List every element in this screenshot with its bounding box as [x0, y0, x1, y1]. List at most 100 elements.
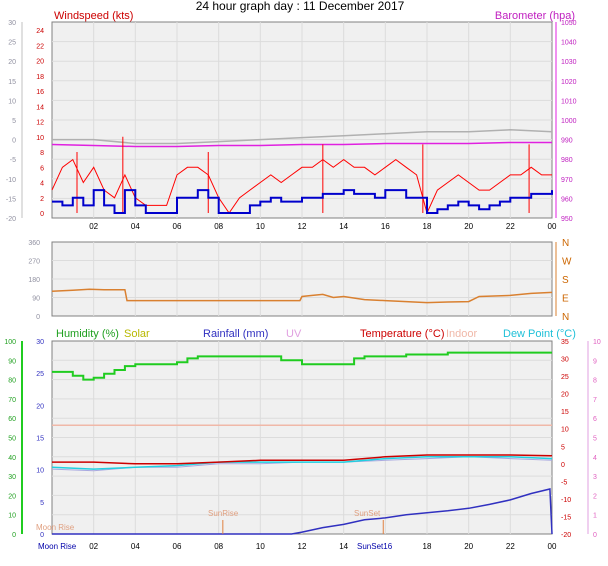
- wind-inner-tick-label: 24: [36, 28, 44, 35]
- wind-panel-x-tick-label: 08: [214, 222, 223, 231]
- series-rainfall-line: [52, 488, 553, 535]
- rainfall-tick-label: 30: [36, 339, 44, 346]
- wind-inner-tick-label: 14: [36, 104, 44, 111]
- windspeed-axis-label: Windspeed (kts): [54, 10, 133, 22]
- barometer-tick-label: 950: [561, 216, 573, 223]
- uv-tick-label: 2: [593, 493, 597, 500]
- wind-panel-x-tick-label: 16: [381, 222, 390, 231]
- rainfall-tick-label: 0: [40, 532, 44, 539]
- sunset-bottom-label: SunSet16: [357, 542, 393, 551]
- series-barometer-line: [51, 141, 552, 148]
- wind-inner-tick-label: 2: [40, 196, 44, 203]
- rainfall-tick-label: 15: [36, 436, 44, 443]
- sunset-label: SunSet: [354, 509, 381, 518]
- rainfall-tick-label: 20: [36, 403, 44, 410]
- wind-inner-tick-label: 4: [40, 181, 44, 188]
- series-dew-point-line: [51, 456, 553, 470]
- temperature-tick-label: -5: [561, 479, 567, 486]
- wind-panel-x-tick-label: 14: [339, 222, 348, 231]
- humidity-tick-label: 40: [8, 455, 16, 462]
- temperature-axis-label: Temperature (°C): [360, 328, 444, 340]
- wind-outer-tick-label: 10: [8, 98, 16, 105]
- wind-inner-tick-label: 20: [36, 59, 44, 66]
- barometer-tick-label: 980: [561, 157, 573, 164]
- uv-tick-label: 9: [593, 358, 597, 365]
- temperature-tick-label: 35: [561, 339, 569, 346]
- barometer-tick-label: 990: [561, 138, 573, 145]
- wind-inner-tick-label: 18: [36, 74, 44, 81]
- wind-panel-x-tick-label: 06: [173, 222, 182, 231]
- barometer-tick-label: 1010: [561, 98, 577, 105]
- temperature-tick-label: 10: [561, 427, 569, 434]
- temperature-tick-label: 5: [561, 444, 565, 451]
- uv-tick-label: 1: [593, 513, 597, 520]
- temperature-tick-label: -20: [561, 532, 571, 539]
- wind-outer-tick-label: -5: [10, 157, 16, 164]
- humidity-tick-label: 90: [8, 358, 16, 365]
- climate-panel-x-tick-label: 08: [214, 542, 223, 551]
- climate-panel-x-tick-label: 12: [298, 542, 307, 551]
- series-grey-line: [52, 129, 553, 145]
- series-temperature-line: [52, 454, 553, 465]
- direction-degree-tick-label: 90: [32, 296, 40, 303]
- wind-panel-x-tick-label: 22: [506, 222, 515, 231]
- temperature-tick-label: 30: [561, 357, 569, 364]
- graph-title: 24 hour graph day : 11 December 2017: [196, 0, 405, 13]
- direction-compass-tick-label: N: [562, 238, 569, 249]
- barometer-tick-label: 1040: [561, 40, 577, 47]
- wind-outer-tick-label: 15: [8, 79, 16, 86]
- solar-axis-label: Solar: [124, 328, 150, 340]
- climate-panel-x-tick-label: 18: [423, 542, 432, 551]
- climate-panel-x-tick-label: 06: [173, 542, 182, 551]
- wind-outer-tick-label: 25: [8, 40, 16, 47]
- humidity-tick-label: 10: [8, 513, 16, 520]
- wind-inner-tick-label: 16: [36, 89, 44, 96]
- humidity-tick-label: 0: [12, 532, 16, 539]
- humidity-tick-label: 70: [8, 397, 16, 404]
- humidity-tick-label: 30: [8, 474, 16, 481]
- direction-compass-tick-label: W: [562, 257, 572, 268]
- barometer-tick-label: 1030: [561, 59, 577, 66]
- wind-panel-x-tick-label: 20: [464, 222, 473, 231]
- rainfall-axis-label: Rainfall (mm): [203, 328, 268, 340]
- wind-inner-tick-label: 22: [36, 43, 44, 50]
- direction-compass-tick-label: E: [562, 294, 569, 305]
- wind-outer-tick-label: 20: [8, 59, 16, 66]
- temperature-tick-label: 25: [561, 374, 569, 381]
- wind-inner-tick-label: 0: [40, 211, 44, 218]
- wind-outer-tick-label: -10: [6, 177, 16, 184]
- indoor-axis-label: Indoor: [446, 328, 478, 340]
- humidity-axis-label: Humidity (%): [56, 328, 119, 340]
- wind-panel-x-tick-label: 02: [89, 222, 98, 231]
- barometer-tick-label: 960: [561, 196, 573, 203]
- humidity-tick-label: 100: [4, 339, 16, 346]
- wind-inner-tick-label: 12: [36, 120, 44, 127]
- moonrise-bottom-label: Moon Rise: [38, 542, 77, 551]
- humidity-tick-label: 60: [8, 416, 16, 423]
- uv-tick-label: 3: [593, 474, 597, 481]
- temperature-tick-label: -10: [561, 497, 571, 504]
- climate-panel-x-tick-label: 22: [506, 542, 515, 551]
- direction-compass-tick-label: S: [562, 275, 569, 286]
- climate-panel-x-tick-label: 20: [464, 542, 473, 551]
- uv-tick-label: 8: [593, 378, 597, 385]
- wind-outer-tick-label: -20: [6, 216, 16, 223]
- series-humidity-line: [52, 351, 552, 381]
- dew-point-axis-label: Dew Point (°C): [503, 328, 576, 340]
- rainfall-tick-label: 5: [40, 500, 44, 507]
- climate-panel-x-tick-label: 04: [131, 542, 140, 551]
- barometer-tick-label: 1000: [561, 118, 577, 125]
- temperature-tick-label: 0: [561, 462, 565, 469]
- moonrise-label-faint: Moon Rise: [36, 523, 75, 532]
- sunrise-label: SunRise: [208, 509, 239, 518]
- direction-degree-tick-label: 360: [28, 240, 40, 247]
- wind-outer-tick-label: -15: [6, 196, 16, 203]
- wind-panel-x-tick-label: 12: [298, 222, 307, 231]
- climate-panel-x-tick-label: 14: [339, 542, 348, 551]
- uv-tick-label: 0: [593, 532, 597, 539]
- direction-degree-tick-label: 270: [28, 259, 40, 266]
- uv-tick-label: 7: [593, 397, 597, 404]
- wind-inner-tick-label: 10: [36, 135, 44, 142]
